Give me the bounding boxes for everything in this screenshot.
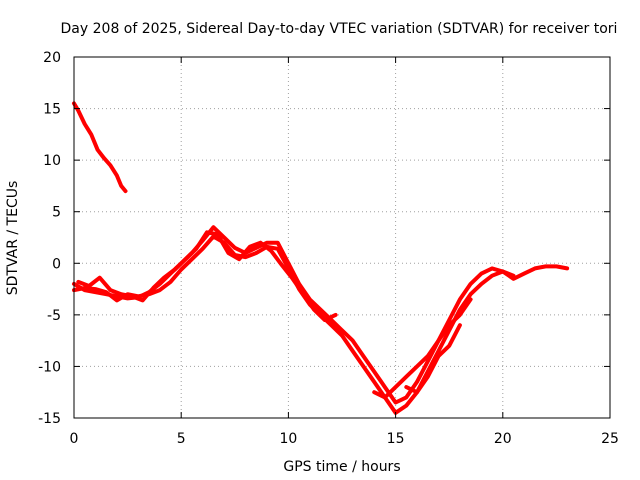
series-line-trace-4 xyxy=(76,230,338,322)
y-tick-label: -15 xyxy=(38,411,61,427)
series-line-trace-5 xyxy=(372,297,473,400)
y-tick-label: 0 xyxy=(52,256,61,272)
y-tick-label: -10 xyxy=(38,359,61,375)
x-tick-label: 15 xyxy=(387,431,405,447)
x-axis-label: GPS time / hours xyxy=(283,459,400,475)
series-line-trace-1 xyxy=(72,101,128,194)
x-tick-label: 25 xyxy=(601,431,619,447)
y-tick-label: 5 xyxy=(52,205,61,221)
x-tick-label: 10 xyxy=(279,431,297,447)
x-tick-label: 20 xyxy=(494,431,512,447)
series-line-trace-6 xyxy=(404,323,462,395)
x-tick-label: 0 xyxy=(70,431,79,447)
y-tick-label: -5 xyxy=(47,308,61,324)
y-tick-label: 10 xyxy=(43,153,61,169)
grid-layer xyxy=(74,57,610,418)
y-axis-label: SDTVAR / TECUs xyxy=(5,181,21,296)
y-tick-label: 15 xyxy=(43,102,61,118)
series-layer xyxy=(72,101,570,415)
y-tick-label: 20 xyxy=(43,50,61,66)
plot-frame xyxy=(73,56,611,419)
chart-title: Day 208 of 2025, Sidereal Day-to-day VTE… xyxy=(61,21,618,37)
x-tick-label: 5 xyxy=(177,431,186,447)
axis-layer: 0 5 10 15 20 25 -15 -10 -5 0 5 10 15 20 xyxy=(38,50,619,447)
